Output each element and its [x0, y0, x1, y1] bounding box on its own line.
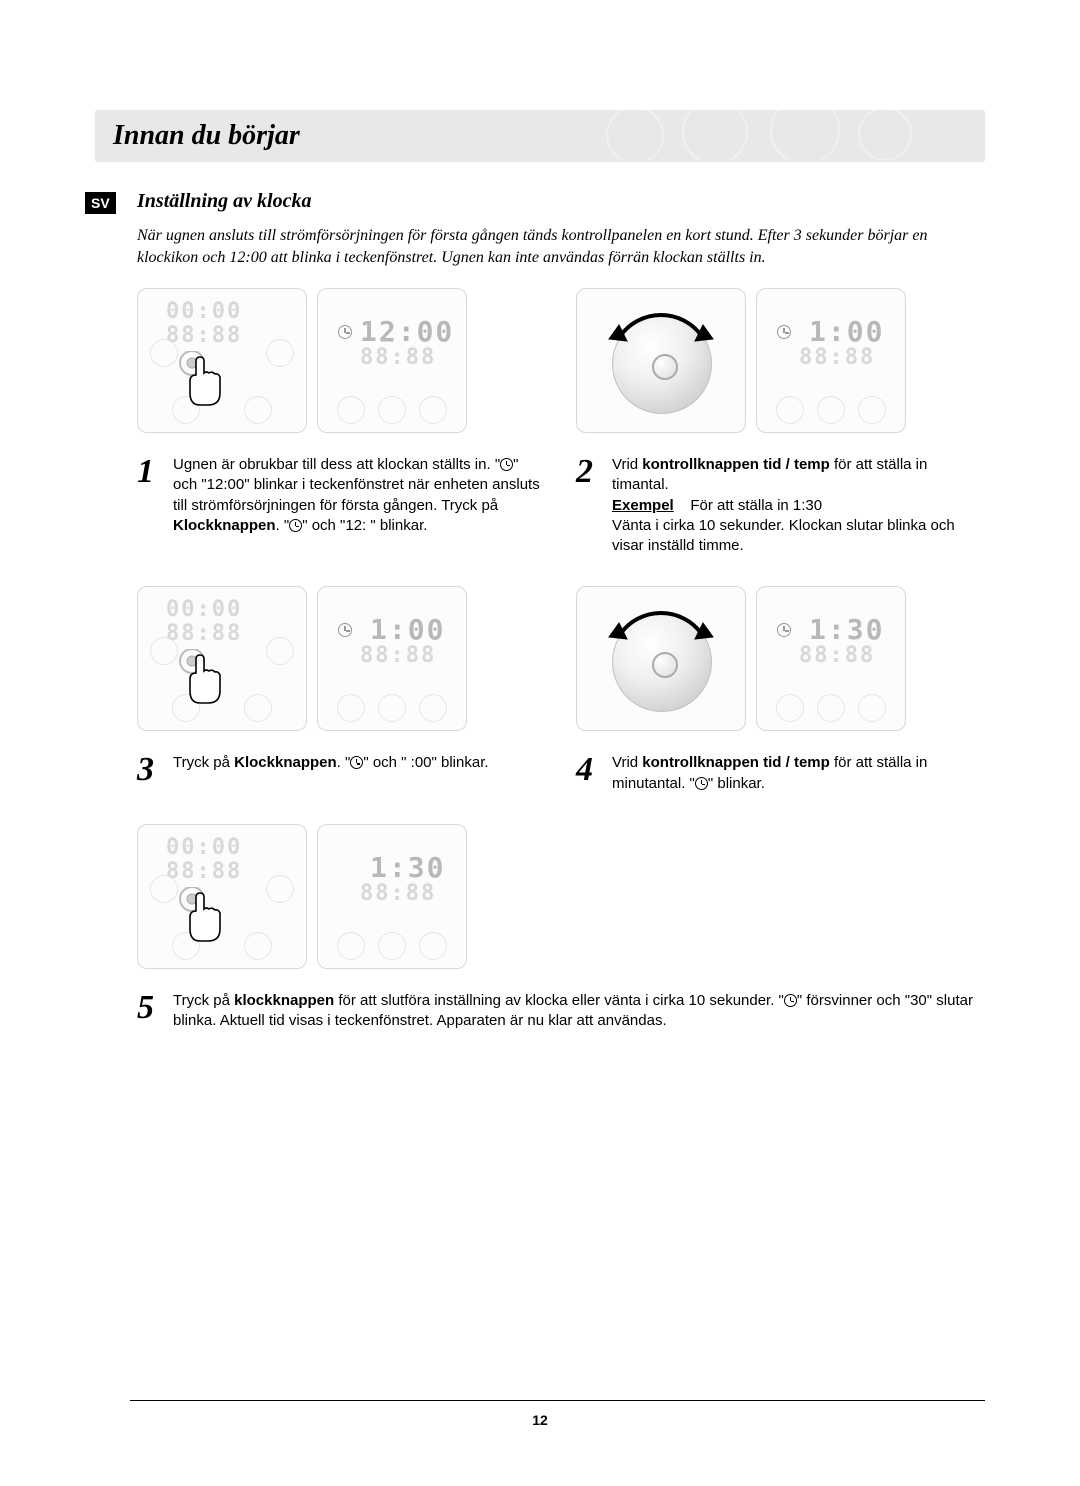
display-value: 1:30 — [370, 851, 445, 884]
clock-icon — [695, 777, 708, 790]
panel-display-3: 1:00 88:88 — [317, 586, 467, 731]
step-text: Vrid kontrollknappen tid / temp för att … — [612, 753, 985, 794]
clock-icon — [350, 756, 363, 769]
display-value: 1:30 — [809, 613, 884, 646]
step-1: 1 Ugnen är obrukbar till dess att klocka… — [137, 455, 546, 536]
page-title: Innan du börjar — [113, 120, 300, 151]
panel-display-2: 1:00 88:88 — [756, 288, 906, 433]
step-5: 5 Tryck på klockknappen för att slutföra… — [137, 991, 985, 1032]
display-value: 12:00 — [360, 315, 454, 348]
panel-display-4: 1:30 88:88 — [756, 586, 906, 731]
panel-display-5: 1:30 88:88 — [317, 824, 467, 969]
step-text: Vrid kontrollknappen tid / temp för att … — [612, 455, 985, 556]
step-text: Tryck på Klockknappen. "" och " :00" bli… — [173, 753, 489, 773]
step-number: 1 — [137, 455, 163, 489]
step-text: Ugnen är obrukbar till dess att klockan … — [173, 455, 546, 536]
hand-press-icon — [176, 887, 226, 947]
section-subtitle: Inställning av klocka — [137, 190, 985, 213]
intro-text: När ugnen ansluts till strömförsörjninge… — [137, 225, 985, 268]
display-value: 1:00 — [370, 613, 445, 646]
page-number: 12 — [0, 1412, 1080, 1428]
panel-press-2: 00:00 88:88 — [137, 586, 307, 731]
clock-icon — [289, 519, 302, 532]
hand-press-icon — [176, 351, 226, 411]
clock-icon — [338, 325, 352, 339]
step-3: 3 Tryck på Klockknappen. "" och " :00" b… — [137, 753, 546, 787]
panel-display-1: 12:00 88:88 — [317, 288, 467, 433]
clock-icon — [777, 325, 791, 339]
step-4: 4 Vrid kontrollknappen tid / temp för at… — [576, 753, 985, 794]
panel-knob-1 — [576, 288, 746, 433]
step-number: 5 — [137, 991, 163, 1025]
step-text: Tryck på klockknappen för att slutföra i… — [173, 991, 985, 1032]
clock-icon — [777, 623, 791, 637]
step-number: 2 — [576, 455, 602, 489]
rotate-arrow-icon — [601, 295, 721, 345]
step-number: 3 — [137, 753, 163, 787]
step-number: 4 — [576, 753, 602, 787]
hand-press-icon — [176, 649, 226, 709]
rotate-arrow-icon — [601, 593, 721, 643]
header-decoration — [585, 110, 925, 160]
language-badge: SV — [85, 192, 116, 214]
panel-knob-2 — [576, 586, 746, 731]
steps-grid: 00:00 88:88 12:00 88:88 — [137, 288, 985, 1049]
clock-icon — [784, 994, 797, 1007]
panel-press-3: 00:00 88:88 — [137, 824, 307, 969]
clock-icon — [338, 623, 352, 637]
footer-rule — [130, 1400, 985, 1401]
clock-icon — [500, 458, 513, 471]
display-value: 1:00 — [809, 315, 884, 348]
panel-press-1: 00:00 88:88 — [137, 288, 307, 433]
step-2: 2 Vrid kontrollknappen tid / temp för at… — [576, 455, 985, 556]
header-bar: Innan du börjar — [95, 110, 985, 162]
